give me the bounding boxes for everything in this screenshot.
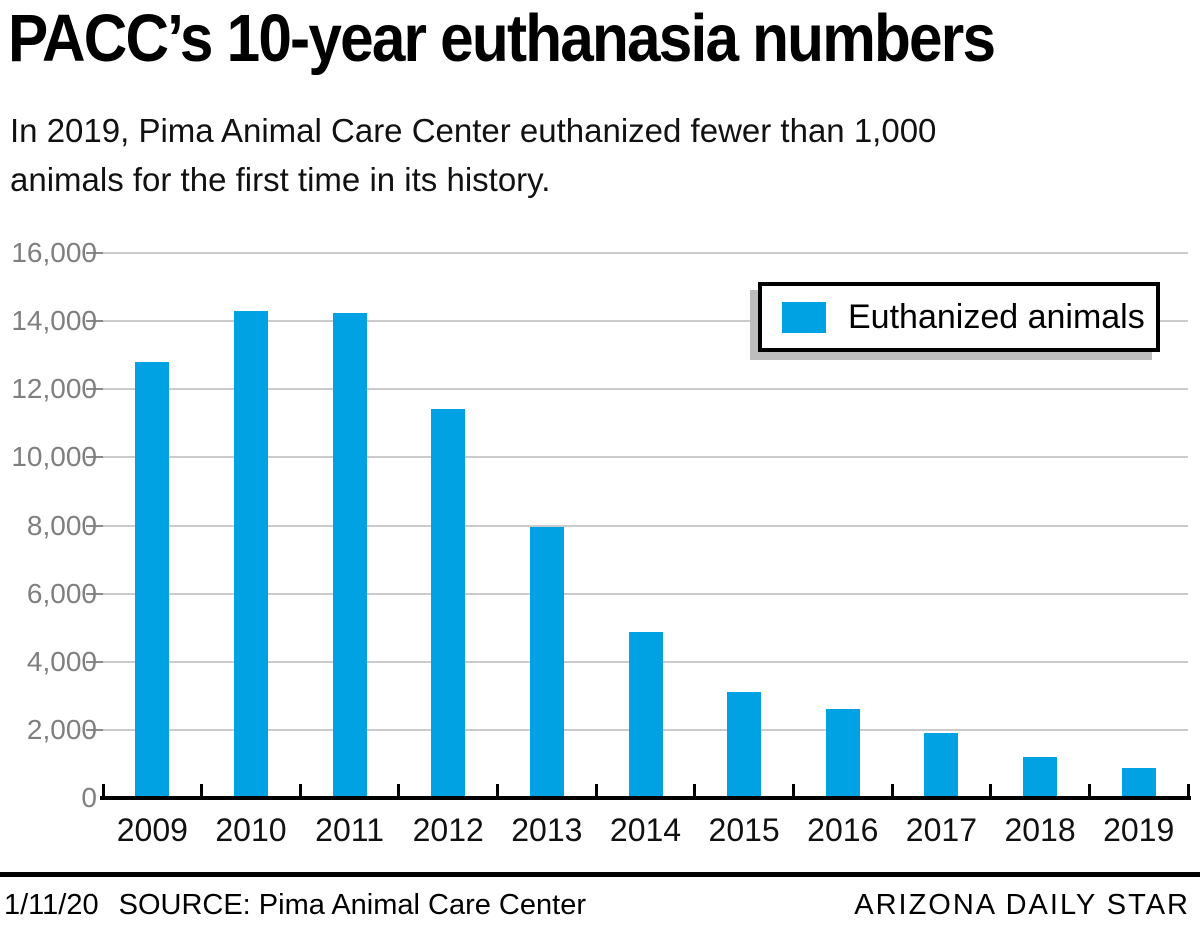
subtitle-line-2: animals for the first time in its histor…: [10, 161, 551, 198]
y-axis-label-0: 0: [81, 782, 97, 813]
y-axis-label-6,000: 6,000: [26, 577, 97, 609]
y-axis-label-10,000: 10,000: [11, 441, 97, 473]
x-axis-tick-0: [101, 784, 105, 798]
y-axis-label-12,000: 12,000: [11, 373, 97, 405]
gridline-14,000: [103, 320, 1188, 323]
bar-2011: [332, 313, 367, 798]
x-axis-label-2011: 2011: [315, 812, 384, 848]
x-axis-tick-3: [397, 784, 401, 798]
x-axis-label-2009: 2009: [116, 812, 188, 848]
x-axis-tick-6: [693, 784, 697, 798]
bar-2012: [431, 408, 466, 798]
y-axis-tick-12,000: [86, 388, 103, 391]
x-axis-baseline: [100, 796, 1191, 800]
x-axis-label-2016: 2016: [807, 812, 879, 848]
footer-date: 1/11/20: [4, 889, 99, 921]
gridline-16,000: [103, 252, 1188, 254]
bar-2009: [135, 362, 170, 798]
y-axis-tick-8,000: [86, 524, 103, 527]
x-axis-label-2014: 2014: [609, 812, 682, 848]
y-axis-label-2,000: 2,000: [26, 713, 97, 745]
x-axis-tick-4: [496, 784, 500, 798]
y-axis-tick-6,000: [86, 592, 103, 595]
footer-credit: ARIZONA DAILY STAR: [854, 889, 1190, 921]
y-axis-tick-4,000: [86, 660, 103, 663]
x-axis-label-2019: 2019: [1103, 812, 1175, 848]
footer-divider: [0, 872, 1200, 877]
x-axis-tick-5: [594, 784, 598, 798]
bar-2014: [628, 632, 663, 798]
x-axis-tick-7: [791, 784, 795, 798]
chart-subtitle: In 2019, Pima Animal Care Center euthani…: [10, 106, 936, 204]
bar-2017: [924, 732, 959, 798]
gridline-12,000: [103, 388, 1188, 391]
y-axis-tick-10,000: [86, 456, 103, 459]
bar-2016: [825, 708, 860, 798]
gridline-6,000: [103, 592, 1188, 595]
bar-2018: [1023, 756, 1058, 798]
footer: 1/11/20 SOURCE: Pima Animal Care Center …: [0, 889, 1200, 922]
y-axis-label-4,000: 4,000: [26, 645, 97, 677]
y-axis-tick-14,000: [86, 320, 103, 323]
x-axis-tick-8: [890, 784, 894, 798]
x-axis-tick-1: [200, 784, 204, 798]
x-axis-tick-11: [1186, 784, 1190, 798]
gridline-10,000: [103, 456, 1188, 459]
x-axis-label-2012: 2012: [412, 812, 484, 848]
y-axis-label-8,000: 8,000: [26, 509, 97, 541]
y-axis-label-14,000: 14,000: [11, 305, 97, 337]
x-axis-label-2017: 2017: [905, 812, 977, 848]
legend-box: Euthanized animals: [758, 282, 1160, 352]
footer-source: SOURCE: Pima Animal Care Center: [118, 889, 586, 921]
gridline-8,000: [103, 524, 1188, 527]
y-axis-label-16,000: 16,000: [11, 237, 97, 268]
y-axis-tick-16,000: [86, 252, 103, 254]
bar-2019: [1121, 768, 1156, 798]
x-axis-label-2015: 2015: [708, 812, 780, 848]
bar-2015: [727, 691, 762, 798]
x-axis-label-2013: 2013: [511, 812, 583, 848]
x-axis-label-2010: 2010: [215, 812, 287, 848]
x-axis-tick-2: [298, 784, 302, 798]
y-axis-tick-2,000: [86, 728, 103, 731]
x-axis-label-2018: 2018: [1004, 812, 1076, 848]
bar-2013: [529, 527, 564, 798]
legend-swatch: [782, 301, 826, 333]
bar-2010: [233, 310, 268, 798]
x-axis-tick-10: [1087, 784, 1091, 798]
chart-title: PACC’s 10-year euthanasia numbers: [8, 1, 996, 76]
subtitle-line-1: In 2019, Pima Animal Care Center euthani…: [10, 112, 937, 149]
legend-label: Euthanized animals: [848, 297, 1145, 336]
x-axis-tick-9: [989, 784, 993, 798]
